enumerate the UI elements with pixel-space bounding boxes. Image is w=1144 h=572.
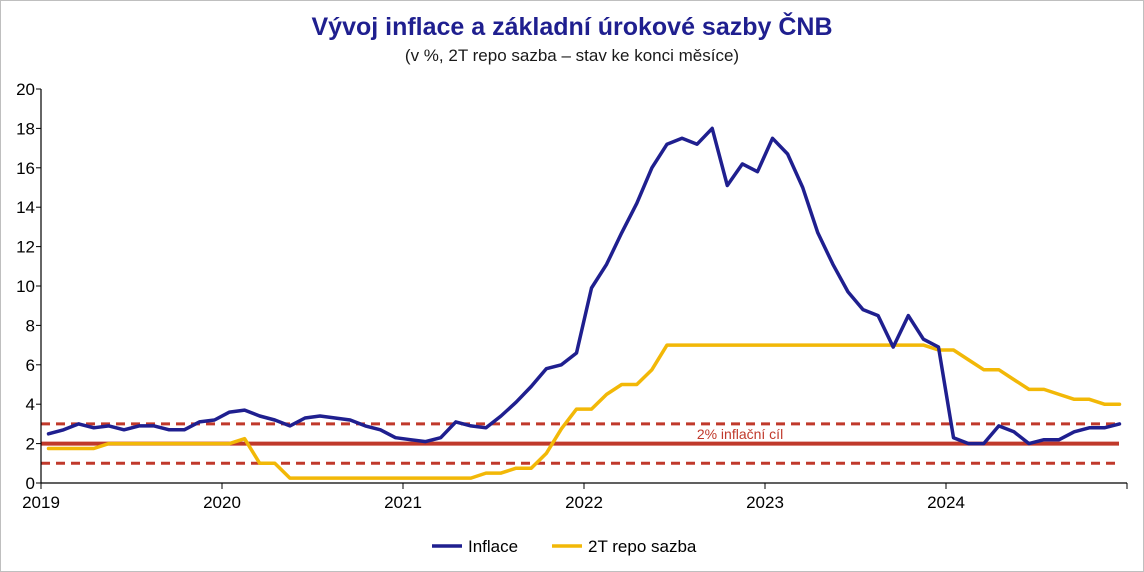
legend-label-repo: 2T repo sazba <box>588 537 697 556</box>
series-lines <box>46 126 1122 480</box>
y-tick-label: 0 <box>26 474 35 493</box>
x-tick-label: 2022 <box>565 493 603 512</box>
y-axis-ticks: 0 2 4 6 8 10 12 14 16 18 20 <box>16 80 41 493</box>
series-line-repo-sazba <box>46 343 1122 480</box>
y-tick-label: 2 <box>26 435 35 454</box>
x-tick-label: 2019 <box>22 493 60 512</box>
x-tick-label: 2024 <box>927 493 965 512</box>
y-tick-label: 6 <box>26 356 35 375</box>
y-tick-label: 4 <box>26 395 35 414</box>
y-tick-label: 10 <box>16 277 35 296</box>
target-label: 2% inflační cíl <box>697 426 783 442</box>
legend: Inflace 2T repo sazba <box>432 537 697 556</box>
y-tick-label: 12 <box>16 238 35 257</box>
y-tick-label: 20 <box>16 80 35 99</box>
y-tick-label: 16 <box>16 159 35 178</box>
x-tick-label: 2021 <box>384 493 422 512</box>
y-tick-label: 8 <box>26 316 35 335</box>
y-tick-label: 14 <box>16 198 35 217</box>
axes <box>40 89 1127 484</box>
y-tick-label: 18 <box>16 119 35 138</box>
x-axis-ticks: 2019 2020 2021 2022 2023 2024 <box>22 483 1128 512</box>
x-tick-label: 2020 <box>203 493 241 512</box>
series-line-inflace <box>46 126 1122 446</box>
x-tick-label: 2023 <box>746 493 784 512</box>
chart-subtitle: (v %, 2T repo sazba – stav ke konci měsí… <box>404 46 740 65</box>
legend-label-inflace: Inflace <box>468 537 518 556</box>
chart-title: Vývoj inflace a základní úrokové sazby Č… <box>311 13 833 41</box>
